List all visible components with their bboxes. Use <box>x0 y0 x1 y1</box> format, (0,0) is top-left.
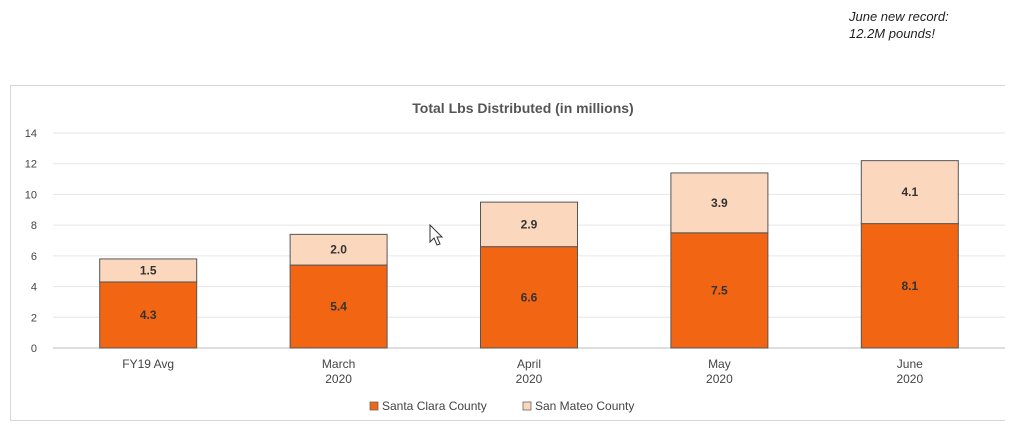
legend-swatch-santa-clara <box>369 401 379 411</box>
y-tick-label: 2 <box>31 312 37 324</box>
x-tick-label: May <box>708 357 731 371</box>
data-label: 4.3 <box>140 308 157 322</box>
bar-segment-san-mateo <box>480 201 578 248</box>
y-tick-label: 4 <box>31 282 37 294</box>
x-tick-label: 2020 <box>325 372 352 386</box>
data-label: 7.5 <box>711 283 728 297</box>
bar-segment-san-mateo <box>670 172 769 234</box>
data-label: 4.1 <box>901 185 918 199</box>
x-tick-label: 2020 <box>516 372 543 386</box>
record-annotation-line-2: 12.2M pounds! <box>849 26 936 41</box>
data-label: 1.5 <box>140 263 157 277</box>
chart-panel: Total Lbs Distributed (in millions) 0 2 4 6… <box>10 85 1005 421</box>
mouse-pointer-icon <box>429 224 444 246</box>
x-tick-label: March <box>322 357 355 371</box>
y-tick-label: 8 <box>31 220 37 232</box>
x-tick-label: 2020 <box>706 372 733 386</box>
stacked-bar-chart: Total Lbs Distributed (in millions) 0 2 4 6… <box>25 100 1005 413</box>
y-tick-label: 6 <box>31 251 37 263</box>
x-tick-label: 2020 <box>896 372 923 386</box>
legend-label-san-mateo: San Mateo County <box>535 399 634 413</box>
y-tick-label: 14 <box>25 128 37 140</box>
y-tick-label: 10 <box>25 189 37 201</box>
x-tick-label: FY19 Avg <box>122 357 174 371</box>
legend-swatch-san-mateo <box>522 401 532 411</box>
bar-segment-santa-clara <box>860 223 959 349</box>
bar-segment-san-mateo <box>860 160 959 225</box>
data-label: 5.4 <box>330 300 347 314</box>
data-label: 6.6 <box>521 290 538 304</box>
bar-segment-san-mateo <box>289 233 388 266</box>
data-label: 2.9 <box>521 217 538 231</box>
record-annotation-line-1: June new record: <box>849 9 949 24</box>
bar-segment-santa-clara <box>289 264 388 349</box>
bar-segment-santa-clara <box>480 246 578 349</box>
y-tick-label: 0 <box>31 343 37 355</box>
chart-title: Total Lbs Distributed (in millions) <box>412 100 633 116</box>
y-tick-label: 12 <box>25 159 37 171</box>
data-label: 8.1 <box>901 279 918 293</box>
legend-label-santa-clara: Santa Clara County <box>382 399 487 413</box>
data-label: 2.0 <box>330 243 347 257</box>
data-label: 3.9 <box>711 196 728 210</box>
bar-segment-santa-clara <box>99 281 198 349</box>
record-annotation: June new record: 12.2M pounds! <box>849 8 999 42</box>
x-tick-label: June <box>897 357 923 371</box>
bar-segment-san-mateo <box>99 258 198 283</box>
x-tick-label: April <box>517 357 541 371</box>
